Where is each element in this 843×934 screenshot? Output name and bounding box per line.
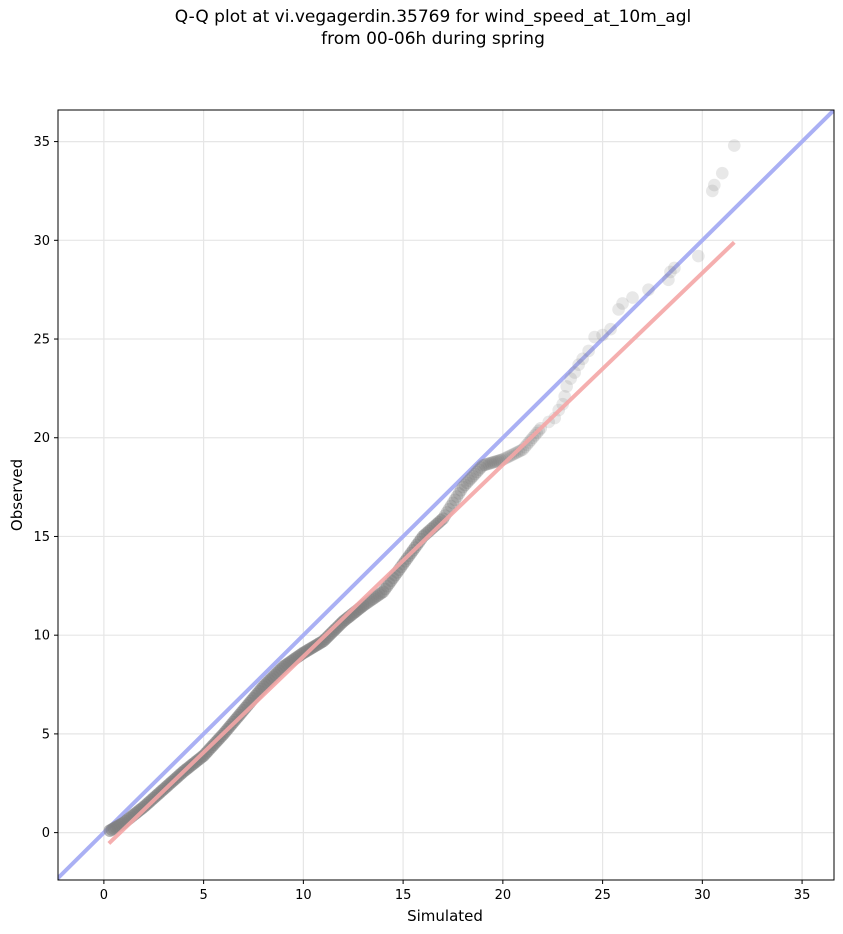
quantile-point — [612, 303, 625, 316]
quantile-point — [664, 265, 677, 279]
y-tick-label: 10 — [33, 629, 50, 644]
chart-title-line-1: Q-Q plot at vi.vegagerdin.35769 for wind… — [174, 7, 692, 27]
quantile-point — [372, 588, 386, 601]
quantile-point — [452, 487, 466, 500]
y-tick-label: 0 — [42, 826, 50, 841]
y-tick-label: 15 — [33, 530, 50, 545]
x-tick-label: 25 — [594, 888, 611, 903]
quantile-point — [480, 457, 494, 471]
quantile-point — [464, 472, 478, 485]
quantile-point — [472, 463, 486, 477]
x-tick-label: 5 — [199, 888, 207, 903]
x-tick-label: 30 — [694, 888, 711, 903]
quantile-point — [450, 490, 464, 503]
plot-frame — [57, 109, 835, 881]
quantile-point — [382, 577, 396, 590]
quantile-point — [708, 178, 721, 192]
quantile-point — [582, 344, 595, 358]
quantile-point — [560, 380, 573, 393]
quantile-point — [588, 330, 601, 344]
x-tick-label: 35 — [794, 888, 811, 903]
quantile-point — [412, 535, 426, 549]
quantile-point — [604, 322, 617, 336]
x-tick-label: 0 — [100, 888, 108, 903]
reference-lines — [58, 110, 834, 880]
quantile-point — [482, 457, 496, 470]
quantile-point — [366, 592, 380, 605]
quantile-point — [616, 297, 629, 310]
quantile-point — [476, 459, 490, 472]
axis-ticks: 0 5 10 15 20 25 30 35 0 5 10 15 20 25 30 35 — [33, 135, 810, 903]
quantile-point — [374, 586, 388, 600]
x-axis-label: Simulated — [407, 907, 483, 925]
x-tick-label: 10 — [295, 888, 312, 903]
quantile-point — [378, 582, 392, 596]
quantile-point — [376, 585, 390, 599]
quantile-point — [460, 476, 474, 490]
quantile-point — [662, 273, 675, 287]
quantile-point — [668, 261, 681, 275]
one-to-one-line — [58, 110, 834, 880]
quantile-point — [488, 455, 502, 469]
quantile-point — [466, 469, 480, 483]
quantile-point — [556, 397, 569, 411]
quantile-point — [462, 474, 476, 487]
y-tick-label: 20 — [33, 431, 50, 446]
quantile-point — [454, 483, 468, 497]
y-tick-label: 30 — [33, 234, 50, 249]
quantile-point — [626, 291, 639, 304]
fit-line — [107, 240, 736, 845]
y-tick-label: 25 — [33, 333, 50, 348]
quantile-point — [446, 496, 460, 510]
quantile-point — [706, 184, 719, 198]
quantile-point — [474, 461, 488, 474]
quantile-point — [715, 166, 729, 180]
quantile-point — [468, 467, 482, 481]
x-tick-label: 15 — [395, 888, 412, 903]
quantile-point — [380, 579, 394, 593]
chart-title-line-2: from 00-06h during spring — [321, 29, 545, 49]
quantile-point — [456, 480, 470, 494]
y-tick-label: 35 — [33, 135, 50, 150]
x-tick-label: 20 — [495, 888, 512, 903]
quantile-point — [568, 366, 581, 379]
quantile-point — [490, 454, 504, 468]
y-tick-label: 5 — [42, 727, 50, 742]
chart-title: Q-Q plot at vi.vegagerdin.35769 for wind… — [0, 6, 843, 50]
quantile-point — [368, 590, 382, 604]
quantile-point — [448, 493, 462, 507]
quantile-point — [558, 389, 571, 403]
quantile-point — [484, 456, 498, 470]
quantile-point — [642, 283, 655, 296]
quantile-point — [572, 358, 585, 371]
quantile-point — [514, 444, 528, 457]
quantile-point — [564, 372, 577, 385]
quantile-point — [692, 249, 705, 263]
quantile-point — [596, 328, 609, 342]
quantile-point — [486, 456, 500, 469]
quantile-point — [548, 411, 562, 425]
quantile-point — [576, 352, 589, 366]
quantile-point — [470, 465, 484, 479]
quantile-point — [478, 458, 492, 472]
quantile-point — [520, 438, 534, 452]
quantile-point — [727, 139, 741, 152]
quantile-point — [370, 589, 384, 603]
quantile-point — [458, 478, 472, 492]
y-axis-label: Observed — [8, 459, 26, 531]
